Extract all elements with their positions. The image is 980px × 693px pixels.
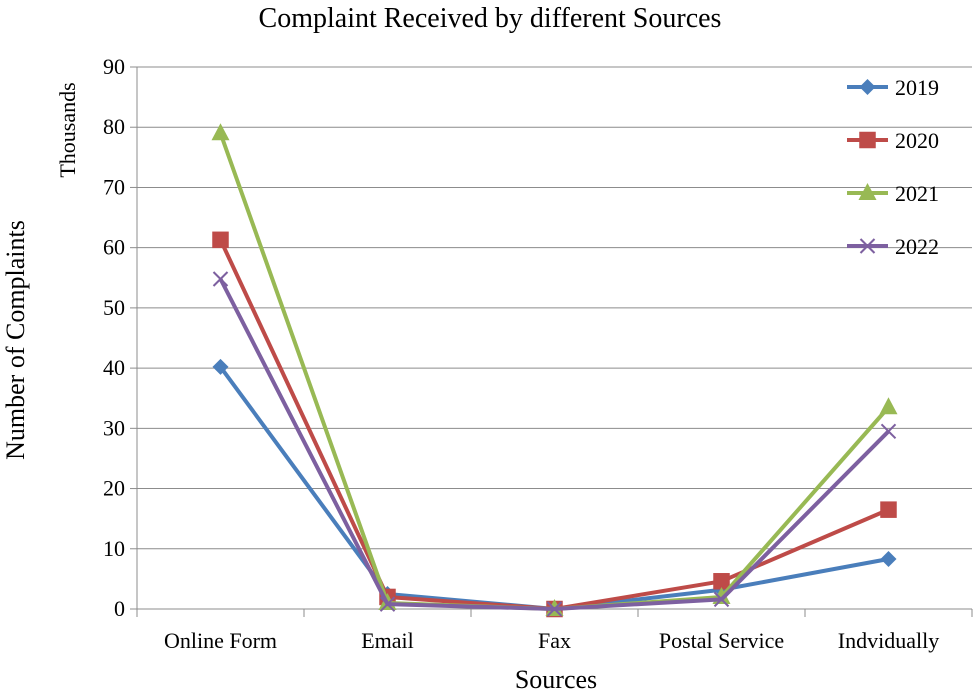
series-line-2019 [218, 365, 889, 611]
x-marker-stroke [713, 591, 730, 608]
y-tick-labels: 0 10 20 30 40 50 60 70 80 90 [103, 54, 125, 621]
x-tick-label: Online Form [164, 628, 277, 653]
legend: 2019 2020 2021 2022 [847, 75, 939, 259]
data-point [879, 397, 898, 415]
y-tick-label: 80 [103, 114, 125, 139]
series-2022 [212, 271, 897, 617]
axes [130, 66, 973, 617]
x-tick-label: Indvidually [838, 628, 939, 653]
data-point [212, 358, 229, 375]
y-tick-label: 60 [103, 235, 125, 260]
legend-item-2021: 2021 [847, 181, 939, 206]
legend-marker [858, 183, 877, 200]
x-tick-labels: Online Form Email Fax Postal Service Indvidu… [164, 628, 939, 653]
data-point [379, 596, 396, 612]
x-tick-label: Email [361, 628, 414, 653]
y-tick-label: 90 [103, 54, 125, 79]
series-line-2020 [218, 238, 890, 611]
legend-marker [859, 131, 876, 149]
x-tick-label: Fax [538, 628, 571, 653]
data-point [212, 231, 229, 249]
x-marker-stroke [212, 271, 229, 287]
gridlines [137, 66, 972, 550]
legend-label: 2021 [895, 181, 939, 206]
series-line-2021 [218, 132, 891, 611]
x-axis-title: Sources [515, 665, 597, 693]
y-axis-units: Thousands [55, 82, 80, 177]
legend-label: 2019 [895, 75, 939, 100]
series-2021 [211, 123, 898, 616]
series-line-2022 [218, 278, 890, 611]
data-point [713, 573, 730, 590]
y-tick-label: 50 [103, 295, 125, 320]
legend-item-2020: 2020 [847, 128, 939, 153]
y-tick-label: 10 [103, 536, 125, 561]
y-tick-label: 0 [114, 596, 125, 621]
y-tick-label: 70 [103, 174, 125, 199]
y-tick-label: 20 [103, 476, 125, 501]
chart-title: Complaint Received by different Sources [259, 3, 722, 34]
data-point [880, 423, 897, 440]
y-tick-label: 30 [103, 415, 125, 440]
legend-label: 2020 [895, 128, 939, 153]
x-marker-stroke [379, 596, 396, 612]
data-point [880, 501, 897, 518]
data-point [212, 271, 229, 287]
data-point [211, 123, 230, 141]
series [211, 123, 898, 618]
data-point [713, 591, 730, 608]
x-marker-stroke [859, 238, 876, 254]
legend-item-2019: 2019 [847, 75, 939, 100]
x-marker-stroke [880, 423, 897, 440]
x-tick-label: Postal Service [659, 628, 784, 653]
y-tick-label: 40 [103, 355, 125, 380]
data-point [880, 551, 897, 568]
series-2020 [212, 231, 897, 618]
legend-item-2022: 2022 [847, 234, 939, 259]
x-marker-stroke [546, 601, 563, 617]
legend-marker [859, 238, 876, 254]
legend-label: 2022 [895, 234, 939, 259]
data-point [546, 601, 563, 617]
y-axis-title: Number of Complaints [1, 220, 30, 460]
legend-marker [859, 79, 876, 95]
